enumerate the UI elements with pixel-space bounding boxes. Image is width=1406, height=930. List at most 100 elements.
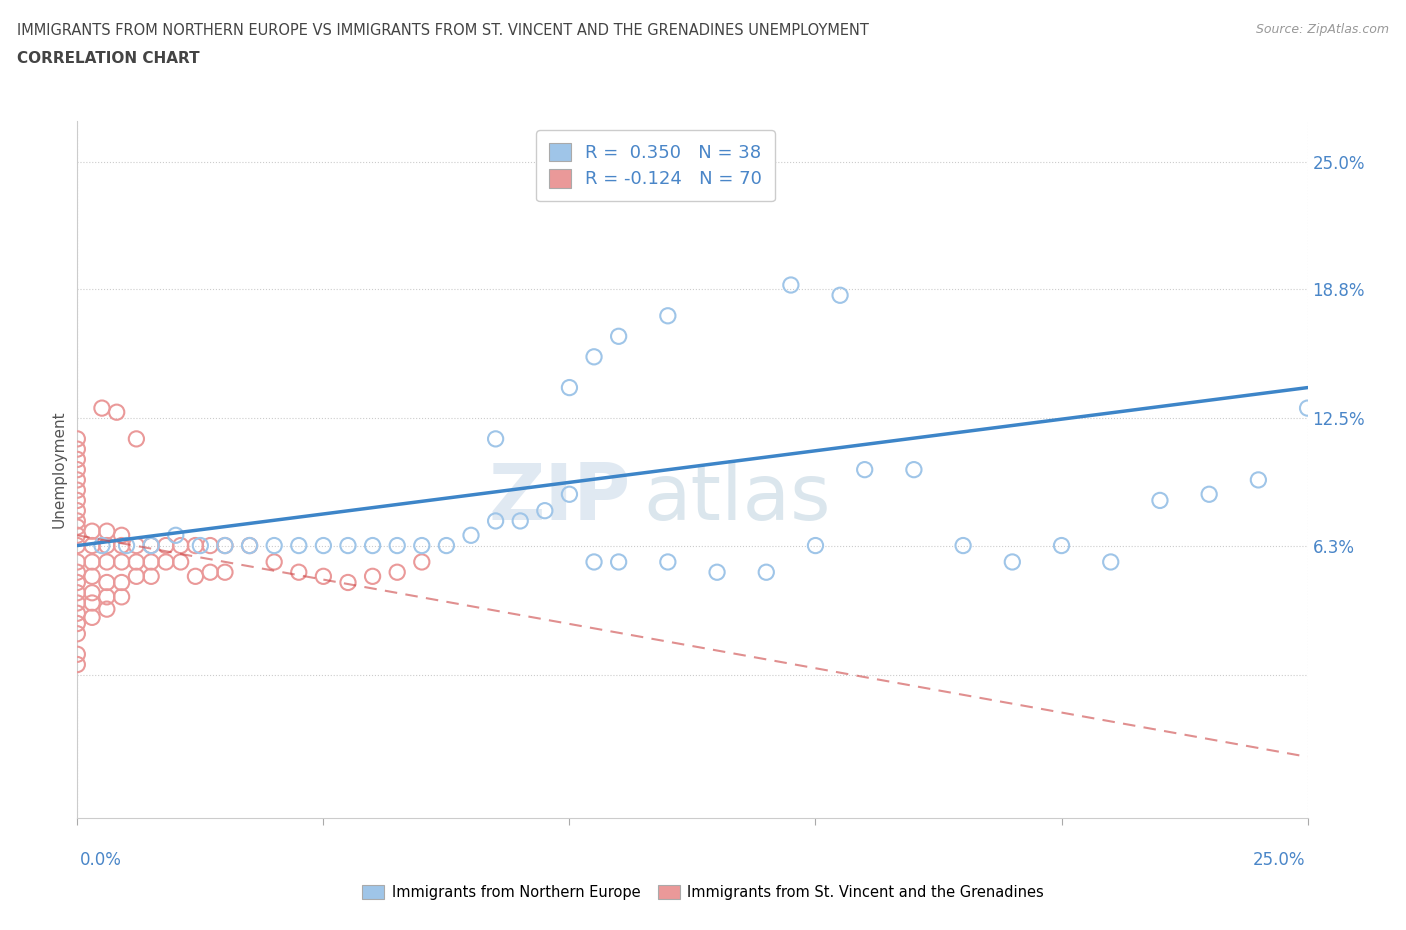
Point [214, 538, 236, 553]
Point [411, 538, 433, 553]
Point [239, 538, 262, 553]
Point [105, 405, 128, 419]
Point [82, 524, 104, 538]
Point [657, 309, 679, 324]
Point [111, 538, 132, 553]
Point [111, 575, 132, 590]
Point [82, 554, 104, 569]
Point [66, 513, 89, 528]
Point [263, 554, 285, 569]
Point [534, 503, 557, 518]
Point [312, 569, 335, 584]
Point [66, 483, 89, 498]
Point [558, 380, 581, 395]
Point [66, 442, 89, 457]
Y-axis label: Unemployment: Unemployment [51, 411, 66, 528]
Point [125, 538, 148, 553]
Point [66, 432, 89, 446]
Point [141, 538, 163, 553]
Point [385, 538, 409, 553]
Point [111, 554, 132, 569]
Point [82, 610, 104, 625]
Point [583, 554, 606, 569]
Point [82, 569, 104, 584]
Point [66, 538, 89, 553]
Point [460, 528, 482, 543]
Point [66, 616, 89, 631]
Point [115, 538, 138, 553]
Point [485, 513, 508, 528]
Point [155, 538, 177, 553]
Point [214, 565, 236, 579]
Text: atlas: atlas [644, 459, 831, 536]
Text: 25.0%: 25.0% [1253, 851, 1305, 869]
Point [125, 554, 148, 569]
Point [141, 569, 163, 584]
Point [66, 472, 89, 487]
Point [66, 585, 89, 600]
Point [66, 575, 89, 590]
Point [239, 538, 262, 553]
Text: 0.0%: 0.0% [80, 851, 122, 869]
Point [853, 462, 876, 477]
Text: ZIP: ZIP [489, 459, 631, 536]
Point [583, 350, 606, 365]
Point [337, 575, 360, 590]
Point [188, 538, 212, 553]
Point [111, 590, 132, 604]
Point [170, 538, 193, 553]
Point [312, 538, 335, 553]
Point [66, 626, 89, 641]
Point [337, 538, 360, 553]
Point [82, 538, 104, 553]
Point [1198, 486, 1220, 501]
Point [165, 528, 187, 543]
Point [485, 432, 508, 446]
Point [66, 528, 89, 543]
Point [66, 520, 89, 535]
Point [200, 538, 222, 553]
Point [66, 565, 89, 579]
Point [436, 538, 458, 553]
Point [288, 565, 311, 579]
Point [141, 554, 163, 569]
Point [96, 524, 118, 538]
Legend: R =  0.350   N = 38, R = -0.124   N = 70: R = 0.350 N = 38, R = -0.124 N = 70 [537, 130, 775, 201]
Point [200, 565, 222, 579]
Point [1050, 538, 1073, 553]
Point [170, 554, 193, 569]
Text: CORRELATION CHART: CORRELATION CHART [17, 51, 200, 66]
Point [1149, 493, 1171, 508]
Point [184, 538, 207, 553]
Point [804, 538, 827, 553]
Point [141, 538, 163, 553]
Point [66, 452, 89, 467]
Point [96, 602, 118, 617]
Point [66, 647, 89, 662]
Point [125, 432, 148, 446]
Point [607, 554, 630, 569]
Point [66, 658, 89, 672]
Point [111, 528, 132, 543]
Point [66, 503, 89, 518]
Point [90, 538, 114, 553]
Point [755, 565, 778, 579]
Point [155, 554, 177, 569]
Point [1296, 401, 1319, 416]
Point [607, 329, 630, 344]
Point [411, 554, 433, 569]
Point [66, 554, 89, 569]
Point [706, 565, 728, 579]
Point [952, 538, 974, 553]
Point [361, 538, 384, 553]
Point [96, 575, 118, 590]
Point [558, 486, 581, 501]
Point [1001, 554, 1024, 569]
Point [82, 585, 104, 600]
Point [1247, 472, 1270, 487]
Point [288, 538, 311, 553]
Point [96, 590, 118, 604]
Point [96, 538, 118, 553]
Point [361, 569, 384, 584]
Text: Source: ZipAtlas.com: Source: ZipAtlas.com [1256, 23, 1389, 36]
